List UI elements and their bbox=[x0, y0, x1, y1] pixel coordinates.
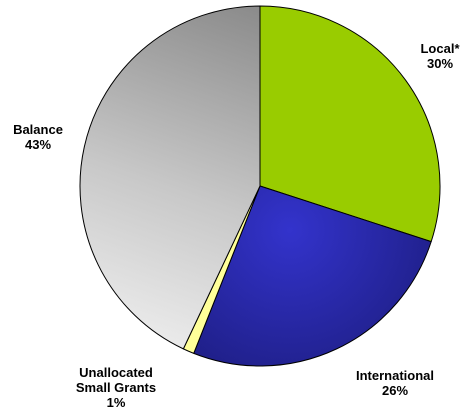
data-label-unallocated-small-grants: Unallocated Small Grants 1% bbox=[76, 365, 156, 410]
pie-slices bbox=[79, 5, 441, 367]
pie-slice-local bbox=[259, 5, 441, 243]
data-label-balance: Balance 43% bbox=[13, 122, 63, 152]
pie-slice-balance bbox=[79, 5, 261, 350]
data-label-international: International 26% bbox=[356, 368, 434, 398]
pie-labels: Local* 30% International 26% Unallocated Smal… bbox=[13, 41, 460, 410]
pie-slice-international bbox=[193, 185, 432, 367]
data-label-local: Local* 30% bbox=[420, 41, 460, 71]
